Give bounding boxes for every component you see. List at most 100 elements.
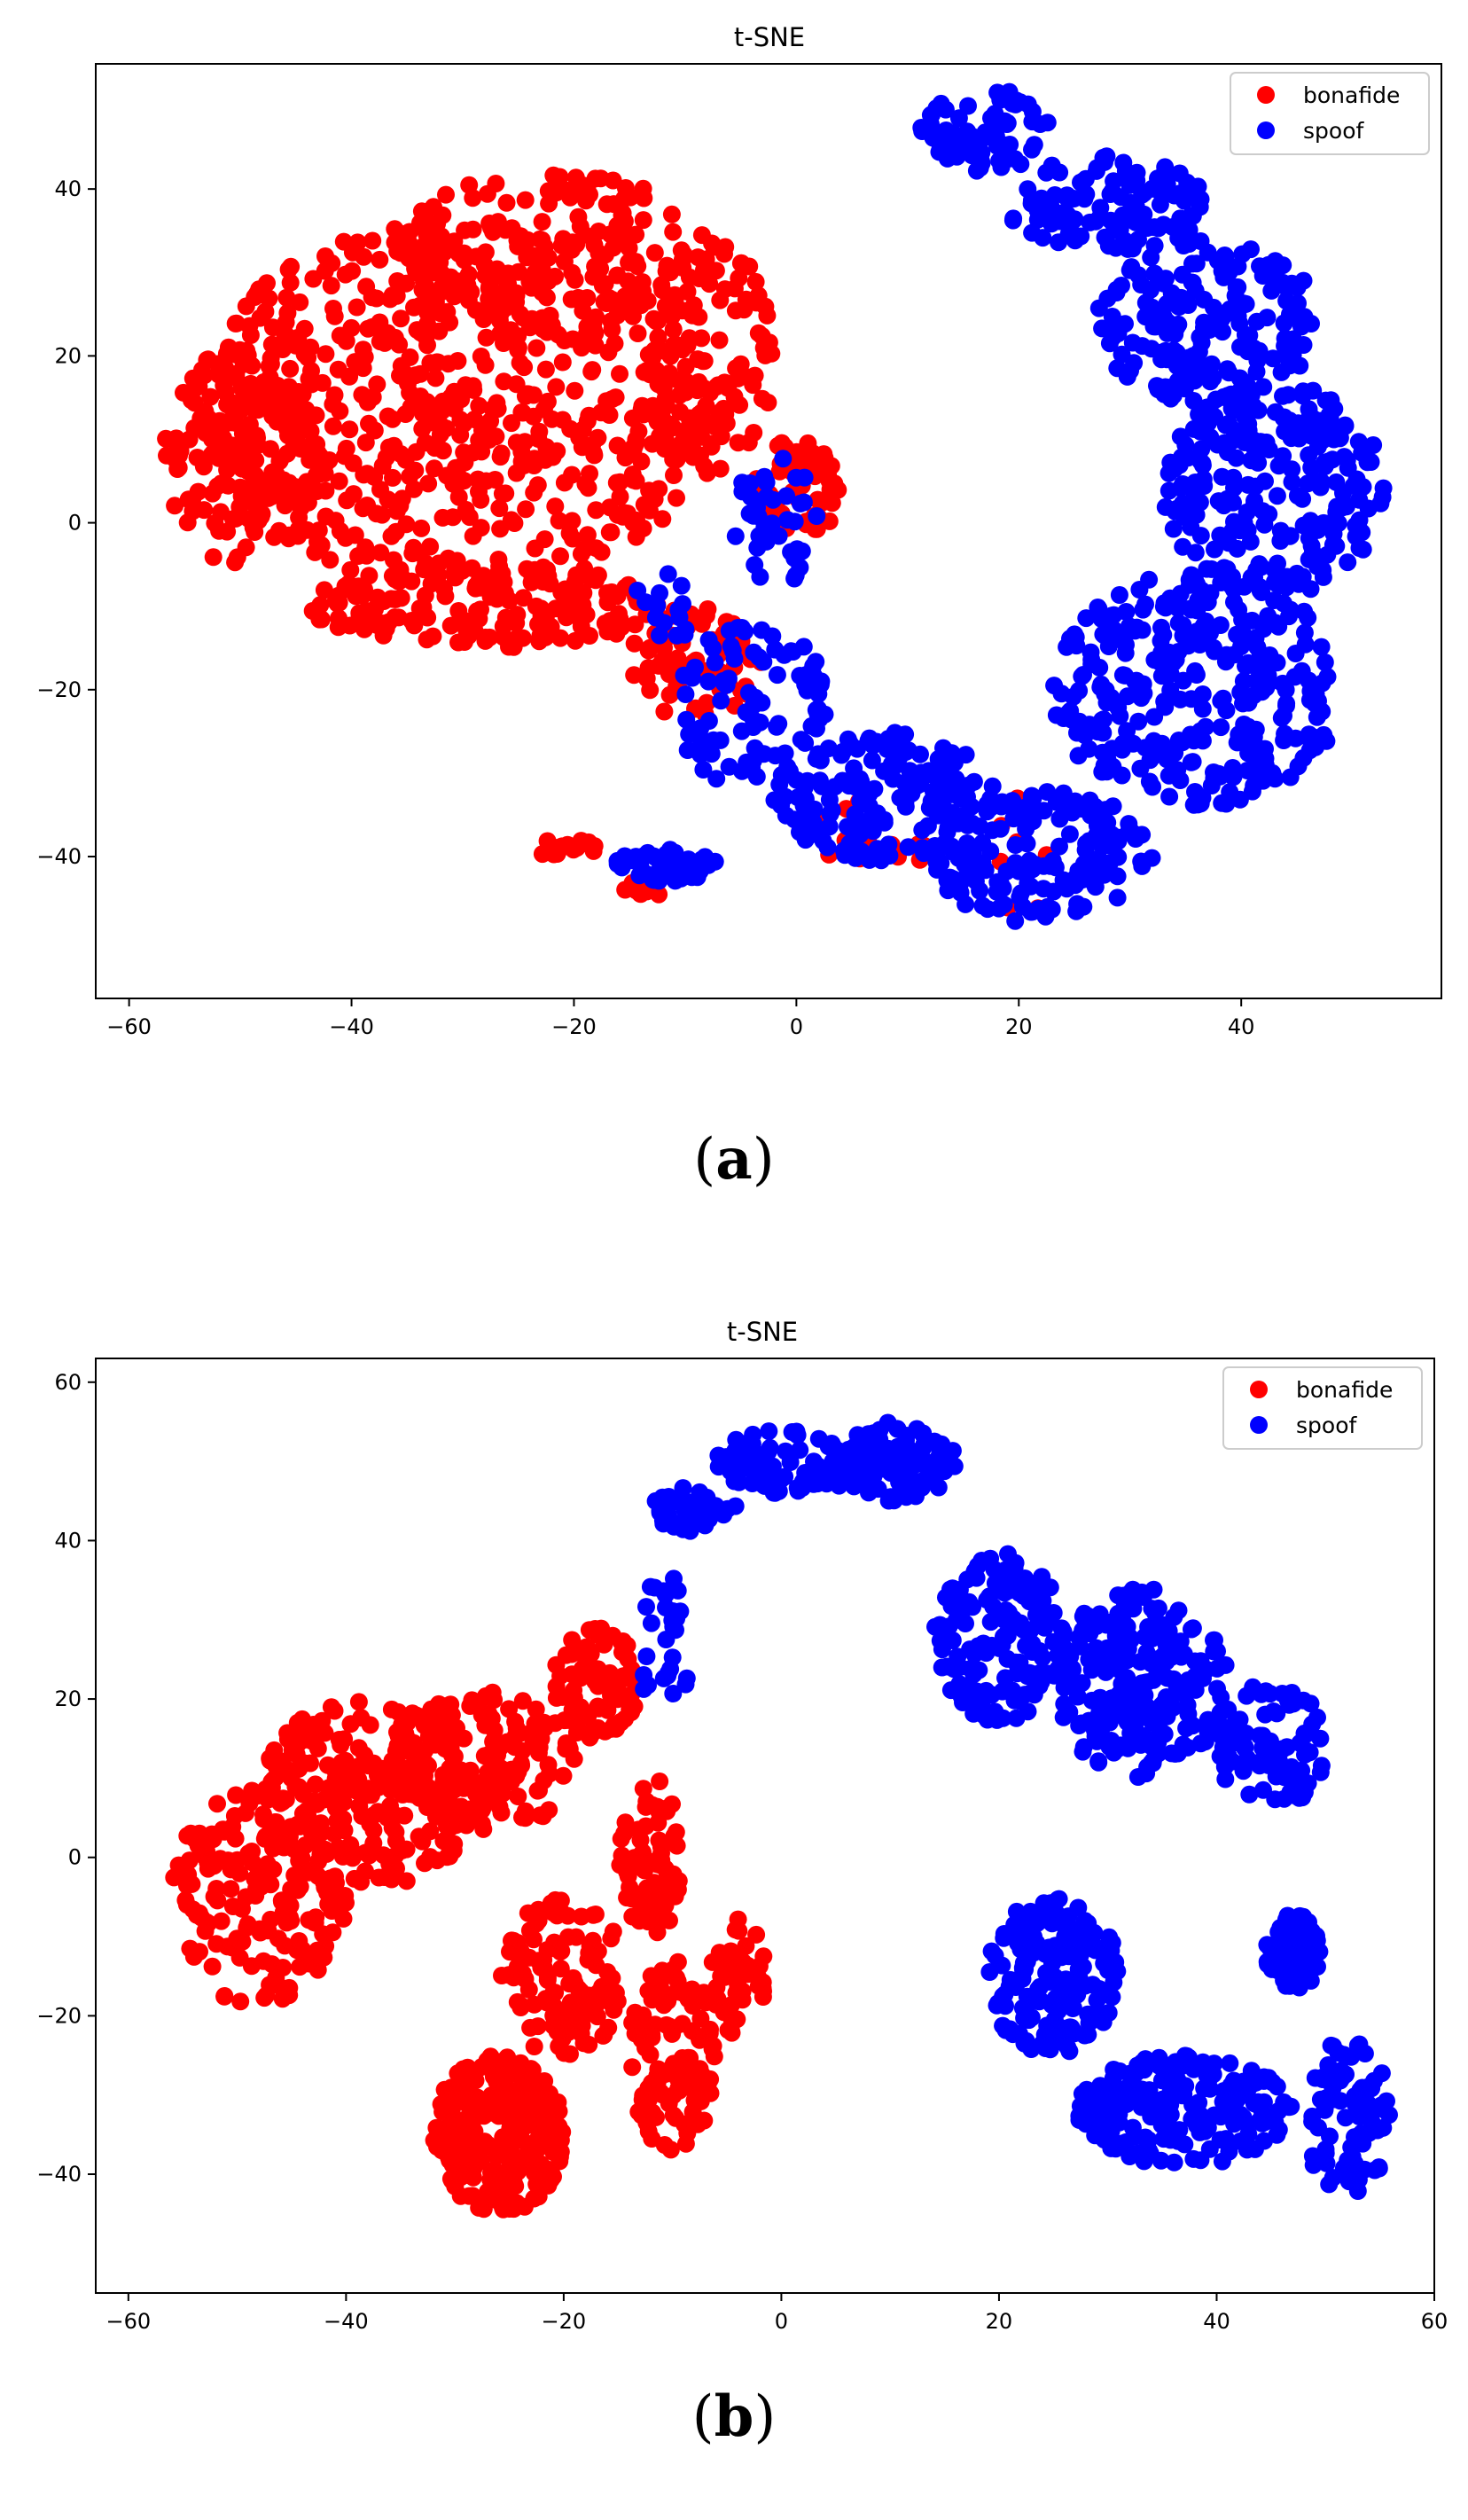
- point-bonafide: [386, 233, 404, 252]
- point-spoof: [964, 1704, 983, 1723]
- point-bonafide: [389, 608, 408, 627]
- point-bonafide: [561, 419, 580, 438]
- point-bonafide: [729, 434, 747, 452]
- point-spoof: [1312, 638, 1331, 656]
- point-bonafide: [521, 2018, 540, 2037]
- point-bonafide: [675, 2115, 694, 2133]
- point-bonafide: [201, 387, 220, 406]
- point-bonafide: [263, 407, 282, 426]
- point-bonafide: [474, 1820, 493, 1838]
- point-spoof: [608, 855, 627, 873]
- point-spoof: [1074, 1742, 1092, 1761]
- point-bonafide: [573, 438, 591, 457]
- point-bonafide: [445, 1748, 464, 1765]
- point-spoof: [1283, 473, 1301, 491]
- point-spoof: [1284, 1786, 1302, 1804]
- point-bonafide: [413, 1745, 432, 1764]
- point-bonafide: [455, 472, 473, 490]
- point-spoof: [848, 1426, 867, 1444]
- point-bonafide: [396, 405, 415, 423]
- point-spoof: [1097, 693, 1116, 712]
- point-bonafide: [504, 638, 523, 656]
- point-spoof: [950, 783, 969, 801]
- point-bonafide: [525, 1930, 543, 1949]
- point-bonafide: [673, 301, 691, 320]
- point-spoof: [1285, 668, 1304, 686]
- point-bonafide: [584, 1719, 603, 1738]
- point-spoof: [1348, 473, 1366, 492]
- point-bonafide: [443, 508, 462, 527]
- point-bonafide: [237, 538, 255, 557]
- point-spoof: [1228, 625, 1246, 644]
- point-bonafide: [293, 385, 312, 403]
- point-bonafide: [525, 450, 543, 468]
- point-spoof: [1176, 435, 1195, 454]
- point-spoof: [1160, 379, 1178, 397]
- point-spoof: [637, 1647, 656, 1665]
- point-bonafide: [746, 272, 765, 291]
- point-bonafide: [254, 1952, 273, 1970]
- point-spoof: [1252, 433, 1270, 451]
- point-bonafide: [170, 446, 188, 465]
- point-spoof: [944, 843, 963, 861]
- point-spoof: [946, 135, 964, 153]
- point-bonafide: [536, 1990, 555, 2008]
- point-bonafide: [274, 1903, 293, 1921]
- point-spoof: [1096, 228, 1114, 247]
- point-bonafide: [324, 395, 342, 413]
- point-bonafide: [645, 244, 664, 262]
- point-bonafide: [263, 318, 282, 337]
- point-bonafide: [464, 2065, 482, 2084]
- point-spoof: [1141, 280, 1160, 299]
- point-bonafide: [503, 414, 520, 433]
- point-bonafide: [601, 612, 620, 630]
- point-spoof: [1300, 400, 1318, 419]
- point-spoof: [1097, 763, 1116, 781]
- point-bonafide: [660, 2094, 678, 2113]
- point-bonafide: [309, 521, 328, 540]
- point-bonafide: [722, 1942, 740, 1960]
- point-bonafide: [333, 1847, 352, 1866]
- point-spoof: [1006, 912, 1025, 930]
- point-bonafide: [459, 265, 478, 284]
- point-bonafide: [179, 1866, 198, 1884]
- point-bonafide: [516, 191, 535, 209]
- point-spoof: [706, 653, 724, 672]
- point-bonafide: [670, 386, 689, 404]
- point-spoof: [927, 853, 946, 872]
- point-spoof: [984, 1597, 1003, 1616]
- point-bonafide: [502, 2146, 520, 2164]
- point-spoof: [1073, 871, 1090, 889]
- point-bonafide: [364, 1834, 383, 1852]
- point-bonafide: [390, 571, 409, 590]
- point-spoof: [1318, 545, 1337, 564]
- point-spoof: [1269, 617, 1288, 636]
- point-bonafide: [367, 289, 386, 308]
- point-bonafide: [311, 596, 330, 614]
- point-spoof: [1027, 1606, 1045, 1624]
- point-bonafide: [290, 1932, 308, 1950]
- point-bonafide: [246, 466, 264, 485]
- point-bonafide: [534, 1807, 552, 1826]
- point-bonafide: [318, 1756, 337, 1774]
- point-bonafide: [565, 1638, 583, 1656]
- point-spoof: [1035, 857, 1053, 875]
- point-bonafide: [198, 1913, 216, 1931]
- point-bonafide: [532, 2127, 550, 2146]
- point-bonafide: [301, 422, 320, 441]
- point-spoof: [1116, 644, 1135, 662]
- point-bonafide: [651, 1856, 669, 1874]
- point-bonafide: [563, 466, 582, 484]
- point-spoof: [1201, 372, 1220, 391]
- point-bonafide: [616, 179, 635, 197]
- point-spoof: [744, 718, 762, 736]
- point-bonafide: [371, 250, 389, 269]
- point-spoof: [741, 474, 760, 492]
- legend-marker-bonafide: [1257, 86, 1275, 104]
- point-spoof: [1121, 168, 1139, 187]
- point-bonafide: [398, 1713, 417, 1732]
- point-bonafide: [488, 213, 507, 231]
- point-spoof: [1119, 1739, 1137, 1757]
- point-bonafide: [428, 2138, 446, 2156]
- point-bonafide: [335, 326, 354, 345]
